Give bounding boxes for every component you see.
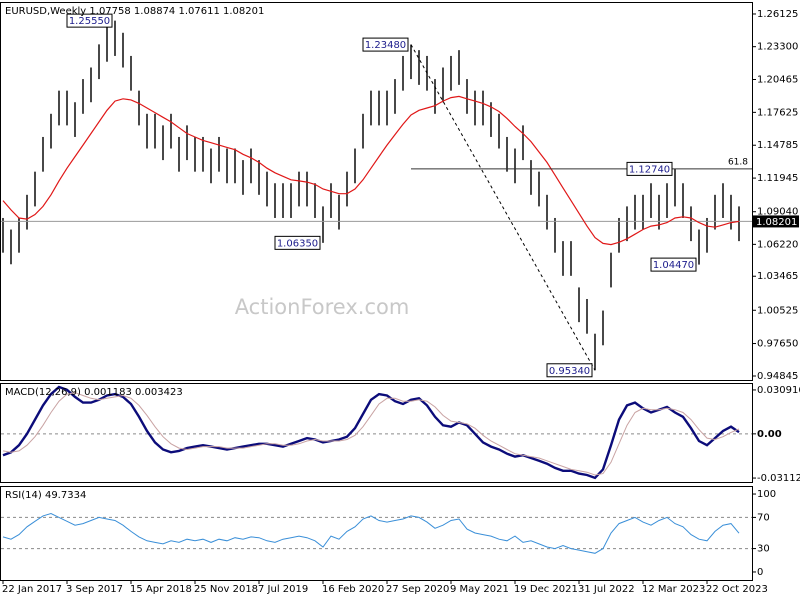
panel-title: MACD(12,26,9) 0.001183 0.003423 <box>5 387 183 398</box>
panel-title: EURUSD,Weekly 1.07758 1.08874 1.07611 1.… <box>5 6 264 17</box>
signal-line <box>2 392 740 476</box>
annotation-box <box>362 37 409 52</box>
y-tick-label: 1.03465 <box>757 271 798 282</box>
y-tick-label: 1.23300 <box>757 42 798 53</box>
x-tick-label: 9 May 2021 <box>450 584 509 595</box>
watermark: ActionForex.com <box>235 295 410 319</box>
y-tick-label: -0.031124 <box>757 473 800 484</box>
x-tick-label: 15 Apr 2018 <box>130 584 192 595</box>
annotation-label: 1.04470 <box>653 260 694 271</box>
y-tick-label: 0.030916 <box>757 385 800 396</box>
y-tick-label: 1.09040 <box>757 207 798 218</box>
x-tick-label: 22 Oct 2023 <box>706 584 768 595</box>
annotation-box <box>626 161 673 176</box>
y-tick-label: 1.20465 <box>757 74 798 85</box>
annotation-label: 1.23480 <box>365 40 406 51</box>
macd-panel <box>0 383 753 483</box>
annotation-label: 0.95340 <box>549 366 590 377</box>
x-tick-label: 19 Dec 2021 <box>514 584 578 595</box>
price-panel <box>0 2 753 381</box>
y-tick-label: 0.00 <box>757 429 782 440</box>
last-price-label: 1.08201 <box>756 217 797 228</box>
panel-title: RSI(14) 49.7334 <box>5 490 86 501</box>
x-tick-label: 22 Jan 2017 <box>2 584 62 595</box>
annotation-label: 1.12740 <box>629 164 670 175</box>
rsi-line <box>2 512 740 554</box>
annotation-label: 1.25550 <box>69 16 110 27</box>
x-tick-label: 25 Nov 2018 <box>194 584 258 595</box>
annotation-box <box>274 235 321 250</box>
y-tick-label: 70 <box>757 512 770 523</box>
x-tick-label: 31 Jul 2022 <box>578 584 635 595</box>
macd-line <box>2 385 740 480</box>
annotation-box <box>650 257 697 272</box>
moving-average <box>2 95 740 246</box>
y-tick-label: 100 <box>757 489 776 500</box>
x-tick-label: 7 Jul 2019 <box>258 584 308 595</box>
last-price-box <box>753 215 799 228</box>
fib-label: 61.8 <box>728 157 748 167</box>
trend-line <box>410 44 596 371</box>
y-tick-label: 1.14785 <box>757 140 798 151</box>
y-tick-label: 0 <box>757 567 763 578</box>
x-tick-label: 12 Mar 2023 <box>642 584 705 595</box>
x-tick-label: 16 Feb 2020 <box>322 584 384 595</box>
y-tick-label: 1.17625 <box>757 107 798 118</box>
y-tick-label: 30 <box>757 544 770 555</box>
y-tick-label: 1.06220 <box>757 239 798 250</box>
y-tick-label: 1.26125 <box>757 9 798 20</box>
y-tick-label: 1.11945 <box>757 173 798 184</box>
annotation-label: 1.06350 <box>277 238 318 249</box>
y-tick-label: 0.94845 <box>757 371 798 382</box>
x-tick-label: 27 Sep 2020 <box>386 584 449 595</box>
annotation-box <box>546 363 593 378</box>
x-tick-label: 3 Sep 2017 <box>66 584 123 595</box>
annotation-box <box>66 13 113 28</box>
y-tick-label: 1.00525 <box>757 305 798 316</box>
y-tick-label: 0.97650 <box>757 339 798 350</box>
rsi-panel <box>0 486 753 581</box>
